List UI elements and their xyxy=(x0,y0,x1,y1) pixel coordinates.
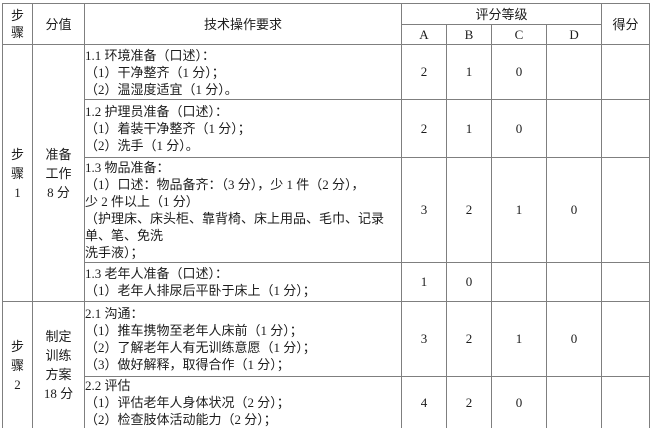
scoring-rubric-table: 步 骤 分值 技术操作要求 评分等级 得分 A B C D 步 骤 1 准备 工… xyxy=(2,3,651,428)
score-cell xyxy=(601,157,651,263)
grade-c-cell: 1 xyxy=(491,157,547,263)
grade-c-cell: 1 xyxy=(491,301,547,377)
grade-a-cell: 4 xyxy=(401,376,447,428)
score-cell xyxy=(601,44,651,100)
grade-b-cell: 1 xyxy=(446,99,492,158)
grade-b-cell: 0 xyxy=(446,262,492,302)
grade-a-cell: 2 xyxy=(401,99,447,158)
grade-c-cell xyxy=(491,262,547,302)
table-row: 1.2 护理员准备（口述）： （1）着装干净整齐（1 分）； （2）洗手（1 分… xyxy=(3,99,651,158)
step-2-points-cell: 制定 训练 方案 18 分 xyxy=(32,301,85,428)
requirement-cell: 1.3 老年人准备（口述）： （1）老年人排尿后平卧于床上（1 分）； xyxy=(84,262,402,302)
grade-c-cell: 0 xyxy=(491,44,547,100)
column-header-grade-group: 评分等级 xyxy=(400,3,603,25)
score-cell xyxy=(601,376,651,428)
step-1-label-cell: 步 骤 1 xyxy=(2,44,33,302)
table-row: 步 骤 1 准备 工作 8 分 1.1 环境准备（口述）： （1）干净整齐（1 … xyxy=(2,44,651,302)
grade-d-cell xyxy=(545,376,603,428)
grade-a-cell: 1 xyxy=(401,262,447,302)
grade-d-cell: 0 xyxy=(545,301,603,377)
grade-d-cell xyxy=(545,99,603,158)
column-header-score: 得分 xyxy=(601,3,651,45)
grade-d-cell xyxy=(545,44,603,100)
grade-header-b: B xyxy=(446,24,492,45)
grade-b-cell: 2 xyxy=(446,157,492,263)
grade-header-c: C xyxy=(491,24,547,45)
score-cell xyxy=(601,99,651,158)
step-2-label-cell: 步 骤 2 xyxy=(2,301,33,428)
grade-b-cell: 1 xyxy=(446,44,492,100)
requirement-cell: 1.2 护理员准备（口述）： （1）着装干净整齐（1 分）； （2）洗手（1 分… xyxy=(84,99,402,158)
score-cell xyxy=(601,262,651,302)
requirement-cell: 2.2 评估 （1）评估老年人身体状况（2 分）； （2）检查肢体活动能力（2 … xyxy=(84,376,402,428)
table-row: 1.3 老年人准备（口述）： （1）老年人排尿后平卧于床上（1 分）； 1 0 xyxy=(3,262,651,302)
grade-b-cell: 2 xyxy=(446,301,492,377)
grade-a-cell: 3 xyxy=(401,157,447,263)
grade-b-cell: 2 xyxy=(446,376,492,428)
requirement-cell: 1.3 物品准备： （1）口述：物品备齐：（3 分），少 1 件（2 分）， 少… xyxy=(84,157,402,263)
grade-a-cell: 2 xyxy=(401,44,447,100)
grade-a-cell: 3 xyxy=(401,301,447,377)
table-row: 2.2 评估 （1）评估老年人身体状况（2 分）； （2）检查肢体活动能力（2 … xyxy=(3,376,651,428)
requirement-cell: 2.1 沟通： （1）推车携物至老年人床前（1 分）； （2）了解老年人有无训练… xyxy=(84,301,402,377)
grade-c-cell: 0 xyxy=(491,376,547,428)
column-header-step: 步 骤 xyxy=(2,3,33,45)
requirement-cell: 1.1 环境准备（口述）： （1）干净整齐（1 分）； （2）温湿度适宜（1 分… xyxy=(84,44,402,100)
grade-c-cell: 0 xyxy=(491,99,547,158)
table-row: 步 骤 2 制定 训练 方案 18 分 2.1 沟通： （1）推车携物至老年人床… xyxy=(2,301,651,428)
grade-header-d: D xyxy=(545,24,603,45)
table-row: 1.3 物品准备： （1）口述：物品备齐：（3 分），少 1 件（2 分）， 少… xyxy=(3,157,651,263)
grade-header-a: A xyxy=(401,24,447,45)
score-cell xyxy=(601,301,651,377)
column-header-points: 分值 xyxy=(32,3,85,45)
grade-d-cell xyxy=(545,262,603,302)
grade-d-cell: 0 xyxy=(545,157,603,263)
step-1-points-cell: 准备 工作 8 分 xyxy=(32,44,85,302)
column-header-requirements: 技术操作要求 xyxy=(84,3,402,45)
